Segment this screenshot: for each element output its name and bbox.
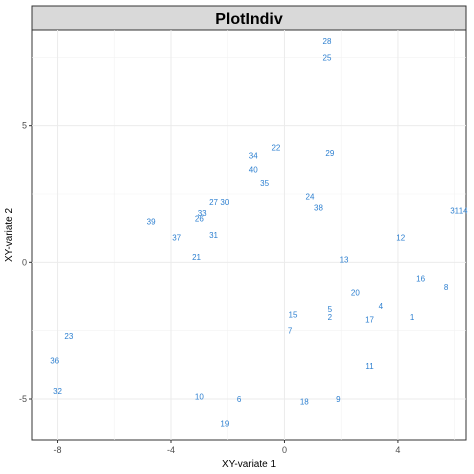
point-label: 30: [220, 198, 229, 207]
point-label: 15: [289, 310, 298, 319]
point-label: 13: [340, 256, 349, 265]
point-label: 34: [249, 152, 258, 161]
point-label: 21: [192, 253, 201, 262]
point-label: 18: [300, 398, 309, 407]
point-label: 38: [314, 204, 323, 213]
y-tick-label: -5: [19, 394, 27, 404]
point-label: 24: [306, 193, 315, 202]
y-tick-label: 5: [22, 121, 27, 131]
title-strip: [31, 5, 467, 31]
point-label: 40: [249, 165, 258, 174]
point-label: 17: [365, 316, 374, 325]
point-label: 36: [50, 357, 59, 366]
point-label: 31: [450, 206, 459, 215]
point-label: 25: [323, 53, 332, 62]
point-label: 7: [288, 327, 293, 336]
point-label: 28: [323, 37, 332, 46]
point-label: 4: [379, 302, 384, 311]
point-label: 29: [325, 149, 334, 158]
plot-panel: [31, 29, 467, 441]
point-label: 22: [271, 144, 280, 153]
point-label: 20: [351, 288, 360, 297]
point-label: 23: [64, 332, 73, 341]
x-tick-label: -4: [167, 445, 175, 455]
grid: [32, 30, 466, 440]
point-label: 16: [416, 275, 425, 284]
point-label: 37: [172, 234, 181, 243]
point-label: 2: [328, 313, 333, 322]
y-axis-title: XY-variate 2: [4, 208, 15, 263]
x-axis-title: XY-variate 1: [222, 459, 277, 470]
point-label: 5: [328, 305, 333, 314]
point-label: 33: [198, 209, 207, 218]
point-label: 11: [365, 362, 374, 371]
chart-title: PlotIndiv: [215, 11, 283, 28]
y-tick-label: 0: [22, 257, 27, 267]
point-label: 32: [53, 387, 62, 396]
point-label: 10: [195, 392, 204, 401]
point-label: 9: [336, 395, 341, 404]
point-label: 27: [209, 198, 218, 207]
point-label: 31: [209, 231, 218, 240]
x-tick-label: 4: [395, 445, 400, 455]
point-label: 1: [410, 313, 415, 322]
x-tick-label: 0: [282, 445, 287, 455]
point-label: 19: [220, 420, 229, 429]
point-label: 14: [459, 206, 468, 215]
point-label: 26: [195, 215, 204, 224]
point-label: 8: [444, 283, 449, 292]
point-label: 12: [396, 234, 405, 243]
axis-ticks: -8 -4 0 4 -5 0 5: [19, 121, 400, 455]
x-tick-label: -8: [54, 445, 62, 455]
point-label: 6: [237, 395, 242, 404]
point-label: 39: [147, 217, 156, 226]
point-label: 35: [260, 179, 269, 188]
